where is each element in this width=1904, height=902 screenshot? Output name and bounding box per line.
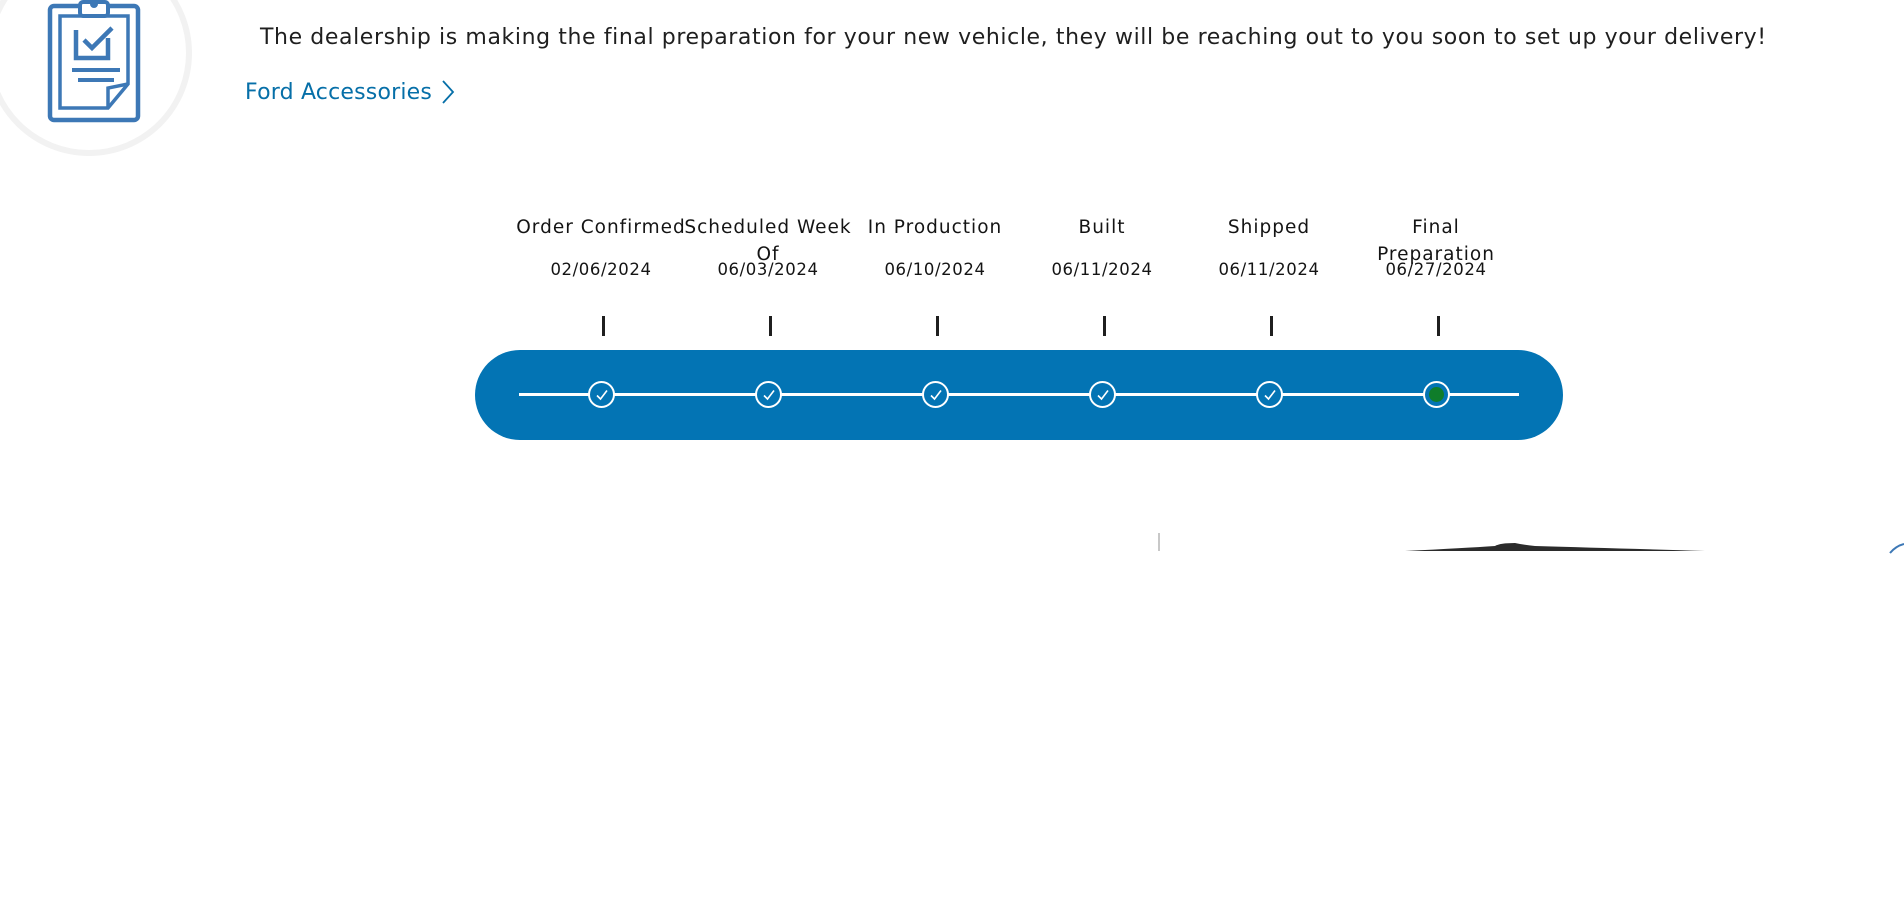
stage-name: Shipped — [1227, 217, 1311, 238]
stage-tick — [1103, 316, 1106, 336]
stage-name: Built — [1078, 217, 1126, 238]
stage-date: 06/11/2024 — [1051, 260, 1153, 279]
progress-line — [519, 393, 1519, 396]
clipboard-check-icon — [47, 0, 141, 123]
divider-fragment — [1158, 533, 1160, 551]
stage-tick — [1437, 316, 1440, 336]
stage-name: Scheduled Week Of — [684, 217, 852, 265]
stage-date: 06/03/2024 — [717, 260, 819, 279]
stage-label-order-confirmed: Order Confirmed 02/06/2024 — [516, 214, 686, 278]
check-icon — [929, 389, 942, 400]
stage-label-in-production: In Production 06/10/2024 — [850, 214, 1020, 278]
order-progress-tracker: Order Confirmed 02/06/2024 Scheduled Wee… — [475, 210, 1565, 450]
stage-name: In Production — [867, 217, 1003, 238]
decorative-edge-fragment — [1889, 543, 1904, 554]
vehicle-image-fragment — [1405, 543, 1705, 551]
stage-node-scheduled-week-of[interactable] — [755, 381, 782, 408]
stage-name: Order Confirmed — [516, 217, 686, 238]
stage-node-built[interactable] — [1089, 381, 1116, 408]
stage-date: 06/27/2024 — [1385, 260, 1487, 279]
stage-label-final-preparation: Final Preparation 06/27/2024 — [1351, 214, 1521, 278]
stage-node-final-preparation[interactable] — [1423, 381, 1450, 408]
stage-node-shipped[interactable] — [1256, 381, 1283, 408]
stage-date: 06/10/2024 — [884, 260, 986, 279]
ford-accessories-link[interactable]: Ford Accessories — [245, 79, 456, 105]
stage-label-scheduled-week-of: Scheduled Week Of 06/03/2024 — [683, 214, 853, 278]
stage-tick — [936, 316, 939, 336]
stage-node-order-confirmed[interactable] — [588, 381, 615, 408]
check-icon — [1263, 389, 1276, 400]
check-icon — [595, 389, 608, 400]
progress-bar — [475, 350, 1563, 440]
current-dot-icon — [1429, 387, 1444, 402]
stage-tick — [769, 316, 772, 336]
stage-name: Final Preparation — [1377, 217, 1495, 265]
stage-node-in-production[interactable] — [922, 381, 949, 408]
chevron-right-icon — [442, 80, 455, 104]
check-icon — [762, 389, 775, 400]
stage-date: 06/11/2024 — [1218, 260, 1320, 279]
stage-label-built: Built 06/11/2024 — [1017, 214, 1187, 278]
stage-tick — [1270, 316, 1273, 336]
check-icon — [1096, 389, 1109, 400]
stage-label-shipped: Shipped 06/11/2024 — [1184, 214, 1354, 278]
stage-date: 02/06/2024 — [550, 260, 652, 279]
delivery-status-message: The dealership is making the final prepa… — [260, 25, 1767, 50]
ford-accessories-label: Ford Accessories — [245, 79, 433, 105]
stage-tick — [602, 316, 605, 336]
